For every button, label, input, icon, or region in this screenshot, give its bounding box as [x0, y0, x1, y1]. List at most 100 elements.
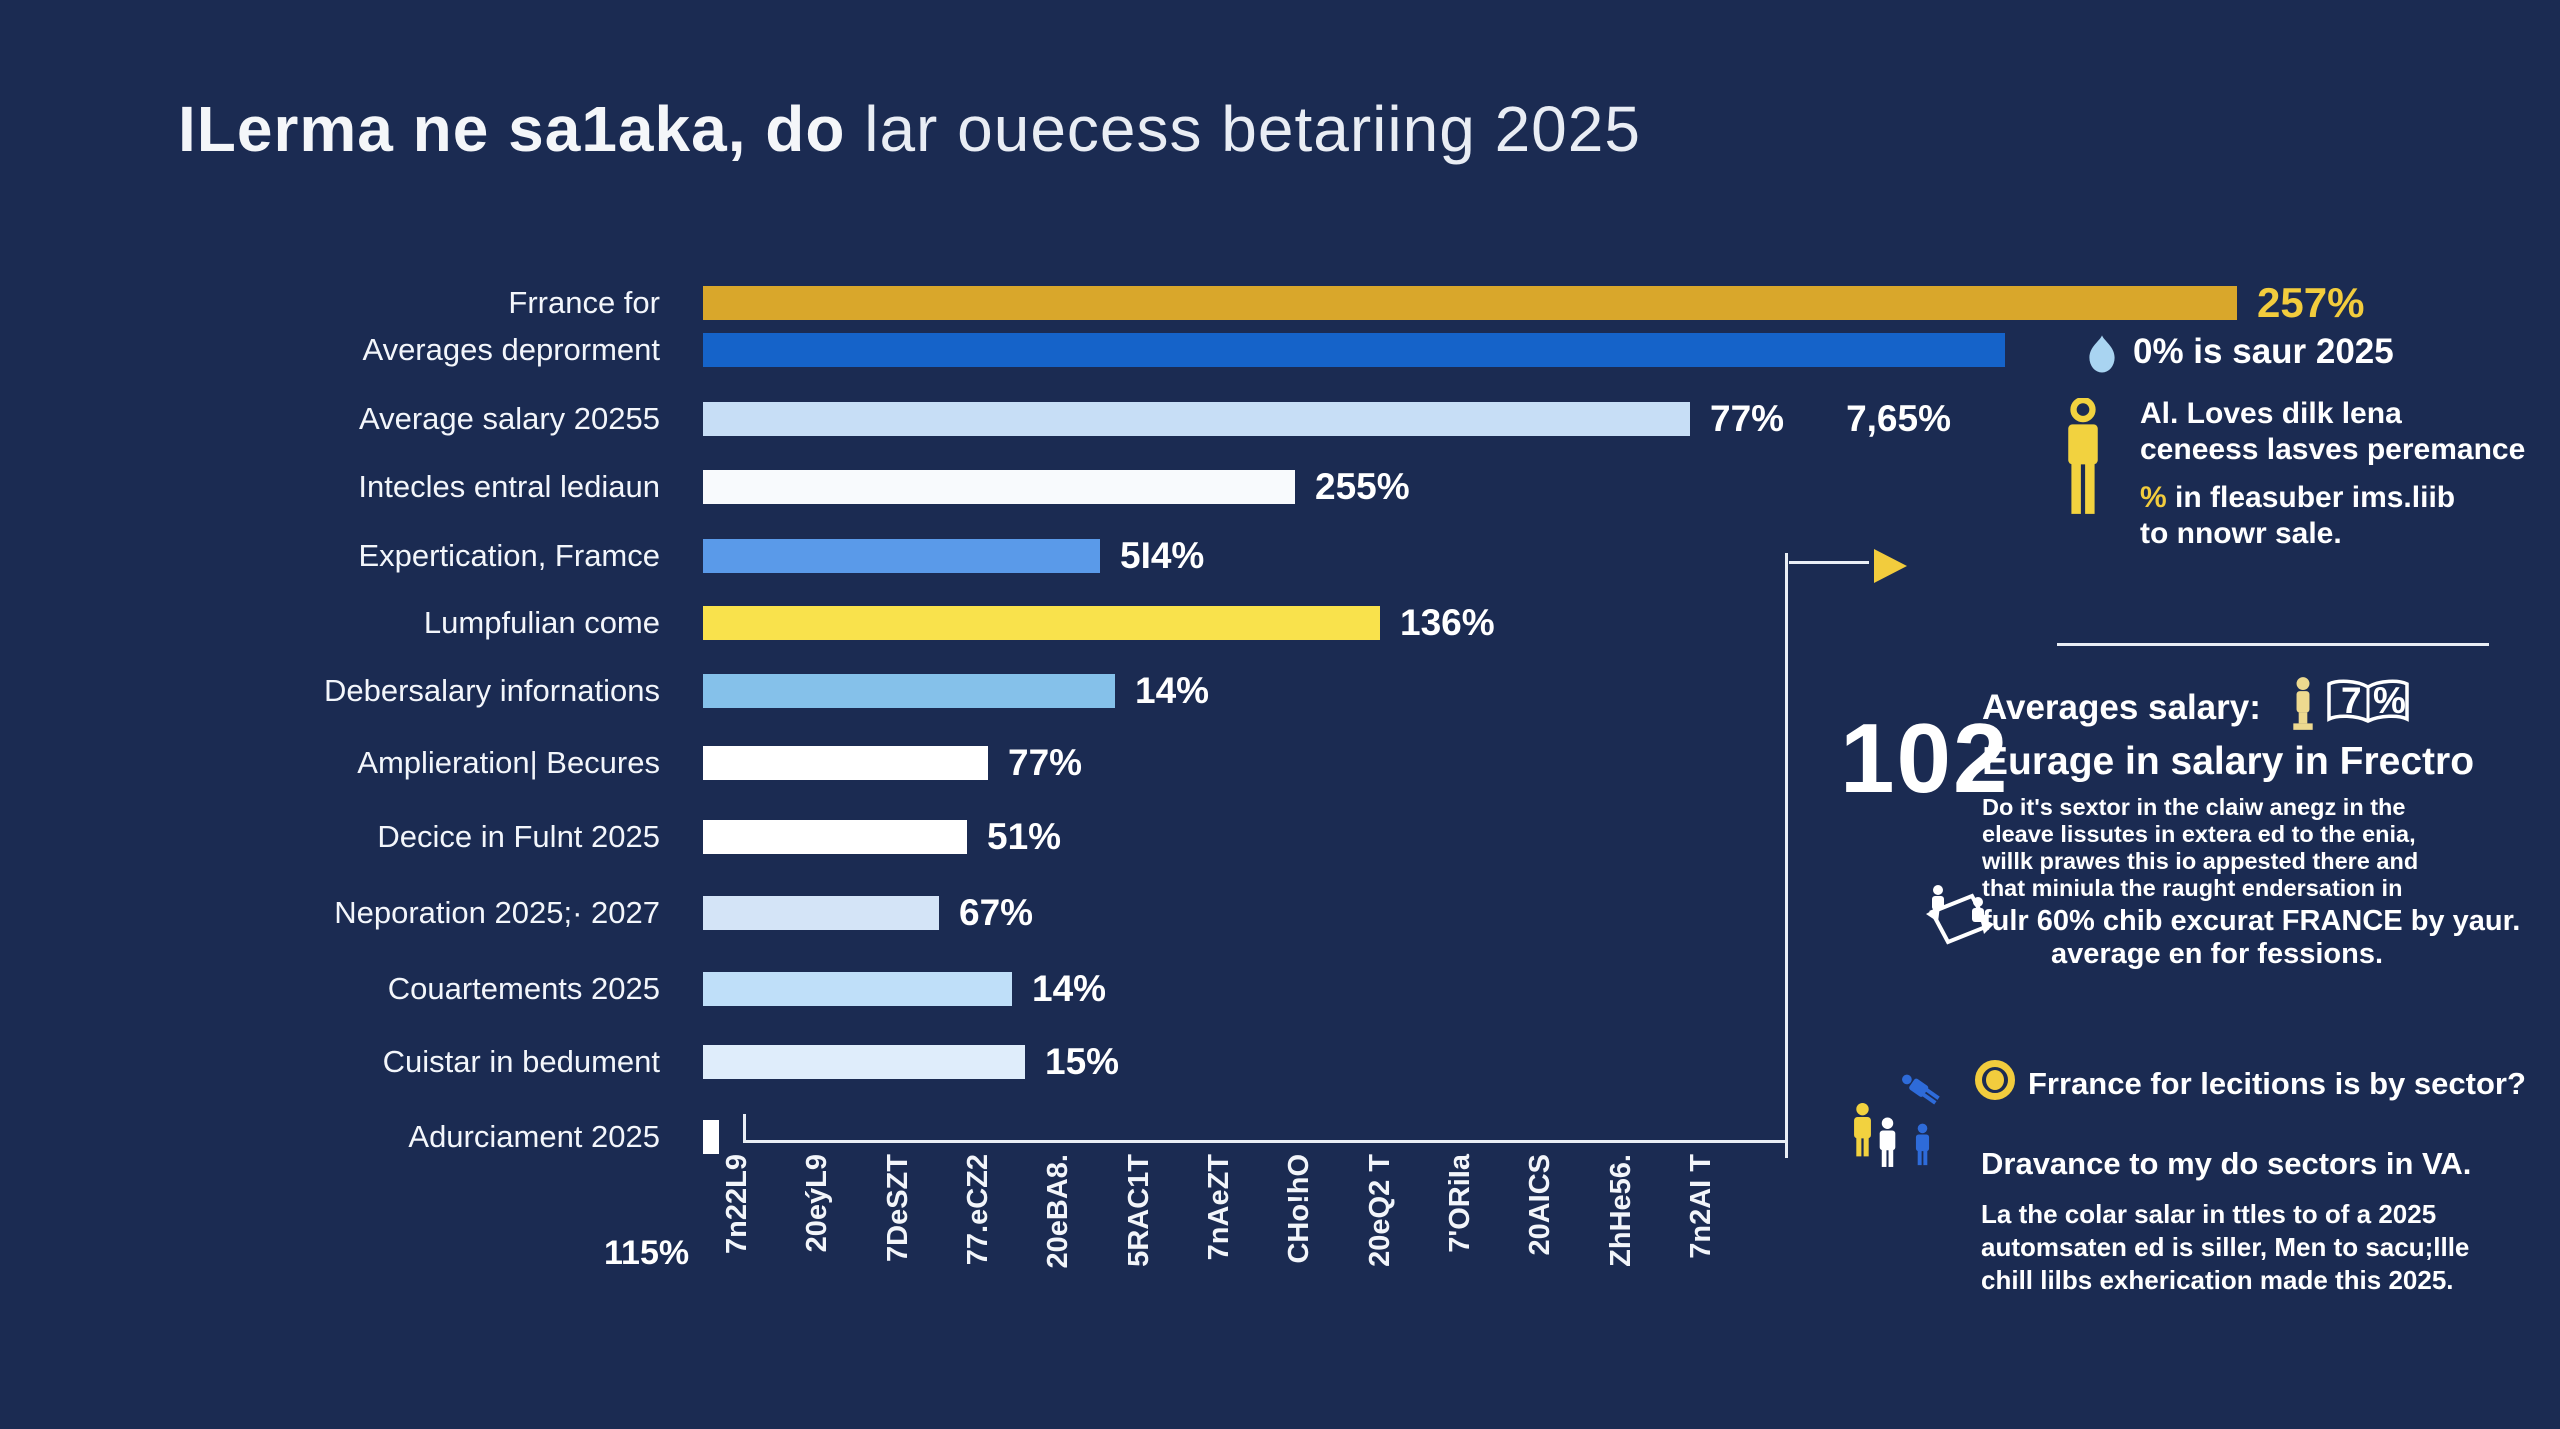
salary-subheading: Eurage in salary in Frectro [1982, 740, 2475, 783]
body-line: willk prawes this io appested there and [1982, 848, 2419, 874]
percent-icon: % [2140, 481, 2167, 514]
sector-question: Frrance for lecitions is by sector? [2028, 1066, 2526, 1101]
bar-label: Decice in Fulnt 2025 [377, 819, 660, 854]
salary-heading: Averages salary: [1982, 688, 2261, 727]
panel-connector-line [1789, 561, 1869, 564]
body-line: Do it's sextor in the claiw anegz in the [1982, 794, 2406, 820]
bar [703, 972, 1012, 1006]
badge-value-left: 7 [2341, 680, 2362, 721]
bar [703, 746, 988, 780]
bar-value: 14% [1032, 968, 1107, 1009]
table-row: Couartements 2025 14% [0, 968, 1106, 1009]
table-row: Frrance for 257% [0, 279, 2364, 326]
open-book-icon [2327, 679, 2409, 723]
table-row: Decice in Fulnt 2025 51% [0, 816, 1061, 857]
bar-label: Average salary 20255 [358, 401, 660, 436]
person-icon-white [1875, 1106, 1900, 1180]
droplet-icon [2089, 335, 2115, 373]
person-icon-yellow [1849, 1083, 1876, 1178]
table-row: Neporation 2025;· 2027 67% [0, 892, 1033, 933]
stat-top: 0% is saur 2025 [2133, 332, 2394, 371]
statue-person-icon [2293, 677, 2313, 730]
body-line: eleave lissutes in extera ed to the enia… [1982, 821, 2416, 847]
x-tick-label: 20AICS [1524, 1154, 1556, 1256]
bar-value: 5I4% [1120, 535, 1205, 576]
sector-body-line: chill lilbs exherication made this 2025. [1981, 1265, 2454, 1295]
table-row: Intecles entral lediaun 255% [0, 466, 1409, 507]
bar [703, 470, 1295, 504]
bar [703, 896, 939, 930]
x-tick-label: 7n22L9 [721, 1154, 753, 1254]
bar-value: 67% [959, 892, 1034, 933]
bar-label: Intecles entral lediaun [358, 469, 660, 504]
x-tick-label: 20eQ2 T [1364, 1154, 1396, 1267]
person-icon [2068, 398, 2098, 514]
note-line: % in fleasuber ims.liib [2140, 481, 2456, 514]
big-number: 102 [1840, 703, 2010, 813]
note-line: Al. Loves dilk lena [2140, 397, 2402, 430]
book-badge-icon: 7 % [2325, 678, 2411, 730]
bar [703, 1045, 1025, 1079]
x-tick-label: 7n2AI T [1685, 1154, 1717, 1259]
bar-secondary-value: 7,65% [1846, 398, 1951, 439]
x-tick-label: CHo!hO [1283, 1154, 1315, 1264]
bar [703, 606, 1380, 640]
axis-left-tick [743, 1114, 746, 1143]
body-line: that miniula the raught endersation in [1982, 875, 2403, 901]
table-row: Expertication, Framce 5I4% [0, 535, 1205, 576]
panel-body: Do it's sextor in the claiw anegz in the… [1982, 794, 2520, 970]
table-row: Cuistar in bedument 15% [0, 1041, 1120, 1082]
bar-label: Neporation 2025;· 2027 [334, 895, 660, 930]
table-row: Adurciament 2025 [0, 1119, 739, 1154]
bar-label: Couartements 2025 [387, 971, 660, 1006]
x-tick-label: 20eýL9 [801, 1154, 833, 1253]
axis-line [743, 1140, 1788, 1143]
target-icon [1975, 1060, 2015, 1100]
badge-value-right: % [2373, 680, 2406, 721]
x-tick-label: 7DeSZT [882, 1154, 914, 1262]
bar-label: Amplieration| Becures [357, 745, 660, 780]
bar-label: Adurciament 2025 [408, 1119, 660, 1154]
bar [703, 402, 1690, 436]
x-tick-label: ZhHe56. [1605, 1154, 1637, 1267]
bar-label: Lumpfulian come [423, 605, 660, 640]
target-dot [1986, 1070, 2004, 1090]
bar-label: Frrance for [508, 285, 660, 320]
bar [703, 674, 1115, 708]
x-tick-label: 7nAeZT [1203, 1154, 1235, 1261]
bar-value: 77% [1710, 398, 1785, 439]
bar-label: Expertication, Framce [358, 538, 661, 573]
table-row: Average salary 20255 77% 7,65% [0, 398, 1951, 439]
bar-value: 15% [1045, 1041, 1120, 1082]
bar-value: 14% [1135, 670, 1210, 711]
bar [703, 820, 967, 854]
bar-value: 77% [1008, 742, 1083, 783]
bar-label: Cuistar in bedument [382, 1044, 660, 1079]
bar-value: 51% [987, 816, 1062, 857]
panel-divider [2057, 643, 2489, 646]
bar-label: Averages deprorment [362, 332, 660, 367]
bar [703, 333, 2005, 367]
note-line: ceneess lasves peremance [2140, 433, 2526, 466]
sector-body: La the colar salar in ttles to of a 2025… [1981, 1198, 2469, 1297]
body-last-line: average en for fessions. [2050, 938, 2384, 970]
sector-body-line: automsaten ed is siller, Men to sacu;lll… [1981, 1232, 2470, 1262]
title-bold: ILerma ne sa1aka, do [178, 93, 846, 165]
note-block-1: Al. Loves dilk lena ceneess lasves perem… [2140, 396, 2525, 468]
exchange-people-icon [1926, 885, 1994, 945]
table-row: Averages deprorment [0, 332, 2025, 367]
bar-value: 257% [2257, 279, 2365, 326]
table-row: Debersalary infornations 14% [0, 670, 1209, 711]
note-block-2: % in fleasuber ims.liib to nnowr sale. [2140, 480, 2455, 552]
panel-vertical-line [1785, 553, 1788, 1158]
bar [703, 539, 1100, 573]
bar-value: 255% [1315, 466, 1410, 507]
table-row: Lumpfulian come 136% [0, 602, 1495, 643]
bar [703, 286, 2237, 320]
sector-line: Dravance to my do sectors in VA. [1981, 1146, 2472, 1181]
baseline-label: 115% [604, 1234, 690, 1272]
page-title: ILerma ne sa1aka, do lar ouecess betarii… [178, 92, 1641, 166]
table-row: Amplieration| Becures 77% [0, 742, 1082, 783]
x-tick-label: 7'ORiIa [1444, 1154, 1476, 1253]
